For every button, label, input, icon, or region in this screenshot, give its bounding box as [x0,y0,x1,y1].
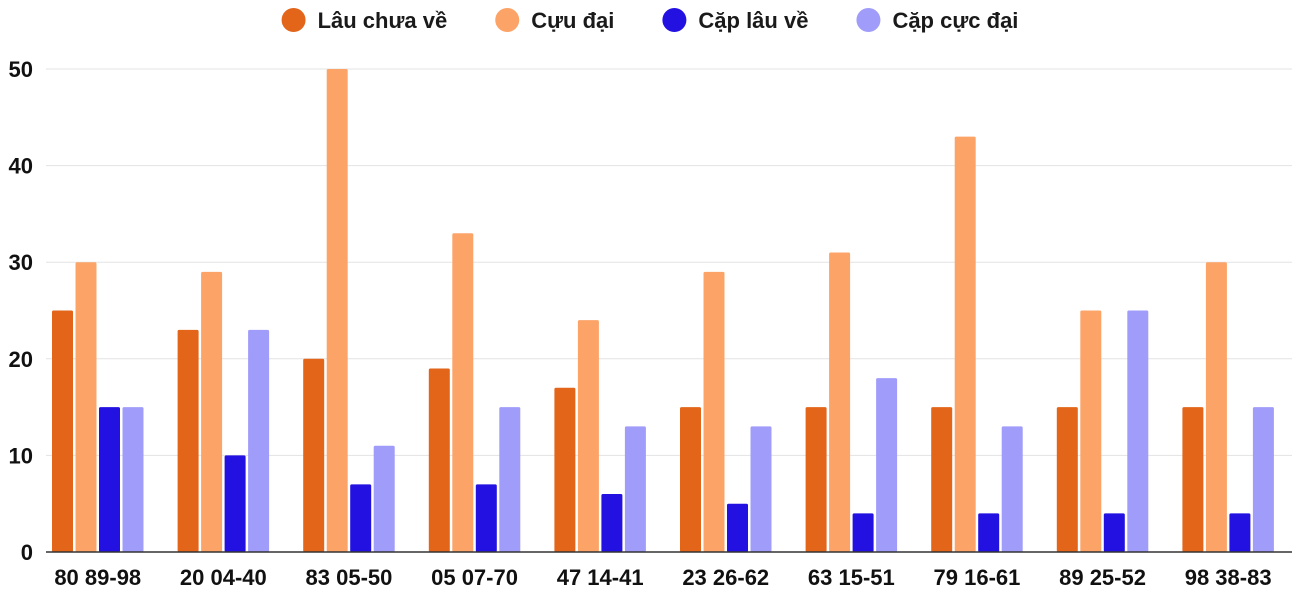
y-tick-label: 10 [9,443,33,468]
bar-cựu-đại-2 [326,69,348,552]
bar-lâu-chưa-về-7 [931,407,953,552]
bar-lâu-chưa-về-9 [1182,407,1204,552]
bar-cặp-cực-đại-9 [1252,407,1274,552]
bar-cặp-lâu-về-2 [350,484,372,552]
legend-label: Lâu chưa về [318,8,448,33]
bar-cặp-cực-đại-0 [122,407,144,552]
bar-cựu-đại-3 [452,233,474,552]
x-tick-label: 20 04-40 [180,565,267,590]
bar-lâu-chưa-về-8 [1056,407,1078,552]
bar-cựu-đại-8 [1080,310,1102,552]
legend-label: Cựu đại [531,8,614,33]
bar-cặp-lâu-về-7 [978,513,1000,552]
bar-cặp-cực-đại-4 [624,426,646,552]
bar-cặp-cực-đại-1 [248,329,270,552]
bar-cặp-cực-đại-8 [1127,310,1149,552]
bar-cặp-cực-đại-6 [876,378,898,552]
bar-cựu-đại-1 [201,271,223,552]
bar-cặp-lâu-về-5 [727,503,748,552]
bar-cựu-đại-9 [1205,262,1227,552]
bar-lâu-chưa-về-2 [303,358,325,552]
bars [52,69,1274,553]
bar-cặp-lâu-về-4 [601,494,623,552]
x-tick-label: 47 14-41 [557,565,644,590]
y-tick-label: 40 [9,154,33,179]
x-tick-label: 80 89-98 [54,565,141,590]
bar-lâu-chưa-về-0 [52,310,73,552]
bar-lâu-chưa-về-4 [554,387,576,552]
bar-cặp-lâu-về-0 [99,407,120,552]
x-tick-label: 63 15-51 [808,565,895,590]
bar-cặp-cực-đại-2 [373,445,395,552]
legend-item: Lâu chưa về [281,8,448,33]
bar-cựu-đại-6 [829,252,851,553]
legend-label: Cặp lâu về [698,8,808,33]
legend: Lâu chưa về Cựu đại Cặp lâu về Cặp cực đại [281,8,1018,33]
bar-cặp-lâu-về-8 [1103,513,1125,552]
bar-cặp-lâu-về-9 [1229,513,1251,552]
x-tick-label: 05 07-70 [431,565,518,590]
x-tick-label: 98 38-83 [1185,565,1272,590]
legend-swatch [495,8,520,32]
bar-cựu-đại-0 [75,262,97,552]
legend-item: Cựu đại [495,8,614,33]
bar-cặp-lâu-về-6 [852,513,874,552]
bar-cặp-lâu-về-3 [475,484,497,552]
bar-cựu-đại-4 [577,320,599,552]
bar-lâu-chưa-về-5 [680,407,701,552]
bar-lâu-chưa-về-6 [805,407,827,552]
y-tick-label: 20 [9,347,33,372]
legend-swatch [662,8,687,32]
x-tick-label: 79 16-61 [934,565,1021,590]
x-tick-label: 23 26-62 [682,565,769,590]
bar-cựu-đại-5 [703,271,725,552]
bar-lâu-chưa-về-1 [177,329,199,552]
legend-item: Cặp cực đại [856,8,1018,33]
bar-cặp-cực-đại-5 [750,426,772,552]
bar-lâu-chưa-về-3 [428,368,450,552]
legend-item: Cặp lâu về [662,8,808,33]
legend-swatch [281,8,306,32]
bar-cặp-lâu-về-1 [224,455,246,552]
y-tick-label: 30 [9,250,33,275]
bar-cặp-cực-đại-3 [499,407,521,552]
gridlines [46,68,1292,456]
y-tick-label: 50 [9,57,33,82]
legend-label: Cặp cực đại [892,8,1018,33]
y-axis-ticks: 0 10 20 30 40 50 [9,57,33,565]
legend-swatch [856,8,881,32]
x-axis-ticks: 80 89-98 20 04-40 83 05-50 05 07-70 47 14-41… [54,565,1271,590]
bar-cặp-cực-đại-7 [1001,426,1023,552]
x-tick-label: 89 25-52 [1059,565,1146,590]
y-tick-label: 0 [21,540,33,565]
bar-cựu-đại-7 [954,136,976,552]
x-tick-label: 83 05-50 [306,565,393,590]
